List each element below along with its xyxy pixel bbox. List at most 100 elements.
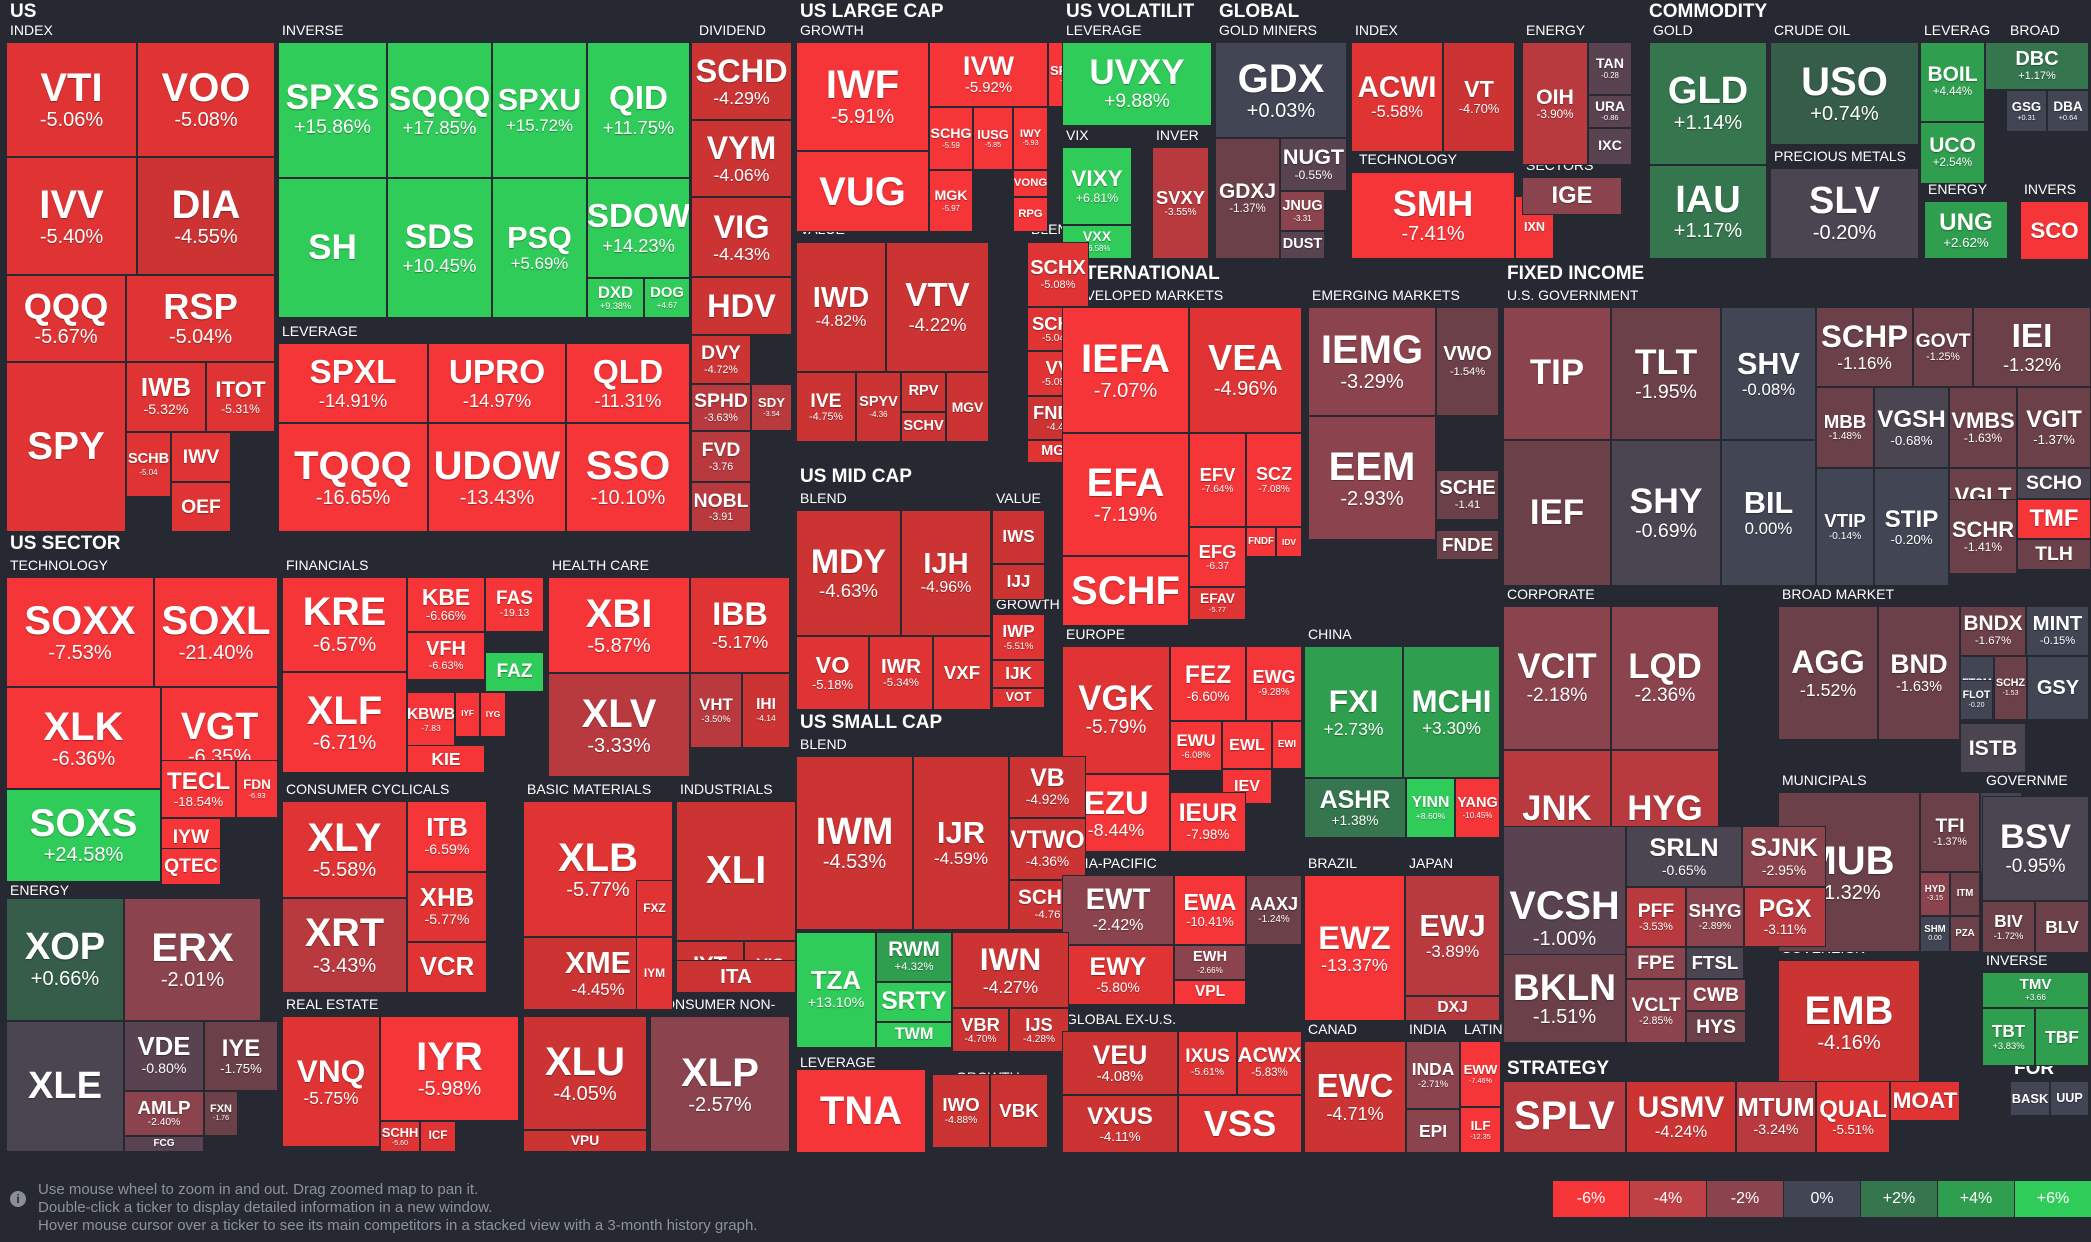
ticker-tile[interactable]: YANG -10.45% bbox=[1455, 778, 1500, 838]
ticker-tile[interactable]: IEMG -3.29% bbox=[1308, 307, 1436, 416]
ticker-tile[interactable]: SPXS +15.86% bbox=[278, 42, 387, 178]
ticker-tile[interactable]: SCHP -1.16% bbox=[1816, 307, 1913, 387]
ticker-tile[interactable]: EMB -4.16% bbox=[1778, 960, 1920, 1085]
ticker-tile[interactable]: PGX -3.11% bbox=[1744, 887, 1826, 947]
ticker-tile[interactable]: TLT -1.95% bbox=[1611, 307, 1721, 440]
ticker-tile[interactable]: VPU bbox=[523, 1130, 647, 1152]
ticker-tile[interactable]: XLE bbox=[6, 1021, 124, 1152]
ticker-tile[interactable]: MCHI +3.30% bbox=[1403, 646, 1500, 778]
ticker-tile[interactable]: FTSL bbox=[1686, 947, 1744, 979]
ticker-tile[interactable]: EWH -2.66% bbox=[1174, 945, 1246, 980]
ticker-tile[interactable]: HYS bbox=[1686, 1011, 1746, 1043]
ticker-tile[interactable]: MTUM -3.24% bbox=[1736, 1081, 1816, 1153]
ticker-tile[interactable]: EWJ -3.89% bbox=[1405, 875, 1500, 996]
ticker-tile[interactable]: RWM +4.32% bbox=[876, 932, 952, 982]
ticker-tile[interactable]: IBB -5.17% bbox=[690, 577, 790, 673]
ticker-tile[interactable]: SCHX -5.08% bbox=[1027, 242, 1089, 307]
ticker-tile[interactable]: DXD +9.38% bbox=[587, 278, 644, 318]
ticker-tile[interactable]: SMH -7.41% bbox=[1351, 172, 1515, 259]
ticker-tile[interactable]: RSP -5.04% bbox=[126, 275, 275, 362]
ticker-tile[interactable]: SRTY bbox=[876, 982, 952, 1022]
ticker-tile[interactable]: INDA -2.71% bbox=[1406, 1041, 1460, 1109]
ticker-tile[interactable]: SJNK -2.95% bbox=[1742, 826, 1826, 887]
ticker-tile[interactable]: SPYV -4.36 bbox=[856, 372, 901, 442]
ticker-tile[interactable]: FNDF bbox=[1246, 527, 1276, 557]
ticker-tile[interactable]: EWT -2.42% bbox=[1062, 875, 1174, 945]
ticker-tile[interactable]: SHV -0.08% bbox=[1721, 307, 1816, 440]
ticker-tile[interactable]: VBK bbox=[990, 1074, 1048, 1148]
ticker-tile[interactable]: IVV -5.40% bbox=[6, 157, 137, 275]
ticker-tile[interactable]: FVD -3.76 bbox=[691, 431, 751, 482]
ticker-tile[interactable]: EWI bbox=[1272, 721, 1302, 769]
ticker-tile[interactable]: TMF bbox=[2017, 499, 2091, 539]
ticker-tile[interactable]: ERX -2.01% bbox=[124, 898, 261, 1021]
ticker-tile[interactable]: VCLT -2.85% bbox=[1626, 979, 1686, 1043]
ticker-tile[interactable]: KIE bbox=[407, 745, 485, 773]
ticker-tile[interactable]: IWY -5.93 bbox=[1013, 107, 1048, 170]
ticker-tile[interactable]: UVXY +9.88% bbox=[1062, 42, 1212, 126]
ticker-tile[interactable]: VONG bbox=[1013, 170, 1048, 197]
ticker-tile[interactable]: VO -5.18% bbox=[796, 636, 869, 710]
ticker-tile[interactable]: LQD -2.36% bbox=[1611, 606, 1719, 750]
ticker-tile[interactable]: SCHV bbox=[901, 412, 946, 442]
ticker-tile[interactable]: TMV +3.66 bbox=[1982, 972, 2089, 1008]
ticker-tile[interactable]: EWA -10.41% bbox=[1174, 875, 1246, 945]
ticker-tile[interactable]: SCZ -7.08% bbox=[1246, 433, 1302, 527]
ticker-tile[interactable]: PZA bbox=[1950, 916, 1980, 952]
ticker-tile[interactable]: TIP bbox=[1503, 307, 1611, 440]
ticker-tile[interactable]: SCO bbox=[2020, 201, 2089, 260]
ticker-tile[interactable]: UUP bbox=[2050, 1081, 2089, 1116]
ticker-tile[interactable]: EWU -6.08% bbox=[1170, 721, 1222, 771]
ticker-tile[interactable]: FPE bbox=[1626, 947, 1686, 979]
ticker-tile[interactable]: VUG bbox=[796, 151, 929, 232]
ticker-tile[interactable]: IJR -4.59% bbox=[913, 756, 1009, 930]
ticker-tile[interactable]: SCHF bbox=[1062, 556, 1189, 626]
ticker-tile[interactable]: BOIL +4.44% bbox=[1920, 42, 1985, 122]
ticker-tile[interactable]: PSQ +5.69% bbox=[492, 178, 587, 318]
ticker-tile[interactable]: VGSH -0.68% bbox=[1874, 387, 1949, 468]
ticker-tile[interactable]: IEUR -7.98% bbox=[1170, 792, 1246, 852]
ticker-tile[interactable]: SCHH -5.60 bbox=[380, 1121, 420, 1152]
ticker-tile[interactable]: IJH -4.96% bbox=[901, 510, 991, 636]
ticker-tile[interactable]: HDV bbox=[691, 277, 792, 335]
ticker-tile[interactable]: DBC +1.17% bbox=[1985, 42, 2089, 90]
ticker-tile[interactable]: VTI -5.06% bbox=[6, 42, 137, 157]
ticker-tile[interactable]: FXZ bbox=[636, 880, 673, 937]
ticker-tile[interactable]: MOAT bbox=[1890, 1081, 1960, 1121]
ticker-tile[interactable]: FDN -6.93 bbox=[236, 760, 278, 818]
ticker-tile[interactable]: OEF bbox=[171, 482, 231, 532]
ticker-tile[interactable]: SPXL -14.91% bbox=[278, 343, 428, 423]
ticker-tile[interactable]: UNG +2.62% bbox=[1924, 201, 2008, 259]
ticker-tile[interactable]: VGK -5.79% bbox=[1062, 646, 1170, 774]
ticker-tile[interactable]: RPV bbox=[901, 372, 946, 412]
ticker-tile[interactable]: IWM -4.53% bbox=[796, 756, 913, 930]
ticker-tile[interactable]: FXI +2.73% bbox=[1304, 646, 1403, 778]
ticker-tile[interactable]: AGG -1.52% bbox=[1778, 606, 1878, 740]
ticker-tile[interactable]: VOT bbox=[992, 688, 1045, 708]
ticker-tile[interactable]: TBF bbox=[2035, 1008, 2089, 1066]
ticker-tile[interactable]: EWG -9.28% bbox=[1246, 646, 1302, 721]
ticker-tile[interactable]: IWV bbox=[171, 432, 231, 482]
ticker-tile[interactable]: MBB -1.48% bbox=[1816, 387, 1874, 468]
ticker-tile[interactable]: VFH -6.63% bbox=[407, 632, 485, 680]
ticker-tile[interactable]: SQQQ +17.85% bbox=[387, 42, 492, 178]
ticker-tile[interactable]: EWL bbox=[1222, 721, 1272, 769]
ticker-tile[interactable]: HYD -3.15 bbox=[1920, 872, 1950, 916]
ticker-tile[interactable]: AMLP -2.40% bbox=[124, 1091, 204, 1136]
ticker-tile[interactable]: IJJ bbox=[992, 564, 1045, 600]
ticker-tile[interactable]: EFAV -5.77 bbox=[1189, 587, 1246, 620]
ticker-tile[interactable]: VIXY +6.81% bbox=[1062, 147, 1132, 225]
ticker-tile[interactable]: UCO +2.54% bbox=[1920, 122, 1985, 184]
ticker-tile[interactable]: USO +0.74% bbox=[1770, 42, 1919, 145]
ticker-tile[interactable]: FAZ bbox=[485, 652, 544, 692]
ticker-tile[interactable]: VBR -4.70% bbox=[952, 1008, 1009, 1052]
ticker-tile[interactable]: BSV -0.95% bbox=[1982, 796, 2089, 901]
ticker-tile[interactable]: EWZ -13.37% bbox=[1304, 875, 1405, 1021]
ticker-tile[interactable]: XRT -3.43% bbox=[282, 898, 407, 993]
ticker-tile[interactable]: SRLN -0.65% bbox=[1626, 826, 1742, 887]
ticker-tile[interactable]: GLD +1.14% bbox=[1649, 42, 1767, 165]
ticker-tile[interactable]: QLD -11.31% bbox=[566, 343, 690, 423]
ticker-tile[interactable]: SHYG -2.89% bbox=[1686, 887, 1744, 947]
ticker-tile[interactable]: SDOW +14.23% bbox=[587, 178, 690, 278]
ticker-tile[interactable]: XBI -5.87% bbox=[548, 577, 690, 673]
